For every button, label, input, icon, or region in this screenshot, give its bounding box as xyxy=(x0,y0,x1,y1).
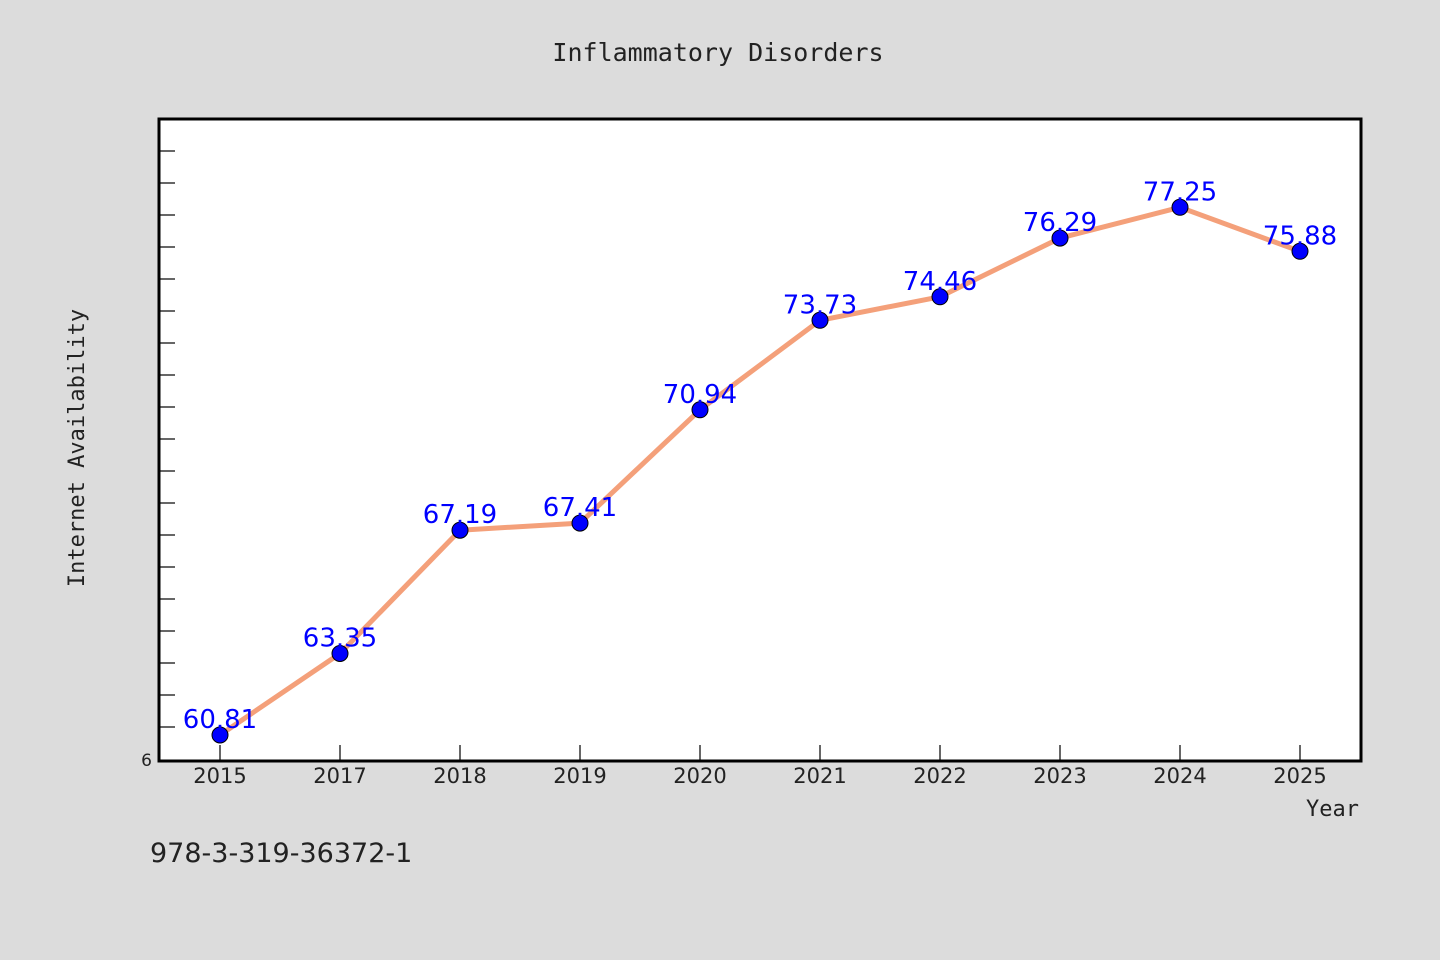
data-point-marker xyxy=(931,288,949,306)
data-point-marker xyxy=(571,514,589,532)
data-label: 77.25 xyxy=(1143,177,1217,207)
y-axis-ticks: 6 xyxy=(141,150,175,771)
x-tick-label: 2022 xyxy=(913,764,966,788)
x-tick-label: 2017 xyxy=(313,764,366,788)
x-tick-label: 2019 xyxy=(553,764,606,788)
data-label: 63.35 xyxy=(303,624,377,654)
series-line xyxy=(217,204,1303,738)
data-label: 67.19 xyxy=(423,500,497,530)
data-label: 74.46 xyxy=(903,267,977,297)
footer-isbn-text: 978-3-319-36372-1 xyxy=(150,838,412,869)
data-point-marker xyxy=(451,521,469,539)
data-label: 76.29 xyxy=(1023,208,1097,238)
y-axis-title: Internet Availability xyxy=(65,309,90,587)
data-label: 75.88 xyxy=(1263,221,1337,251)
series-layer: 60.81 63.35 67.19 67.41 70.94 73.73 74.46 76.29… xyxy=(183,177,1337,744)
data-point-marker xyxy=(211,726,229,744)
data-label: 70.94 xyxy=(663,380,737,410)
data-label: 67.41 xyxy=(543,493,617,523)
x-tick-label: 2023 xyxy=(1033,764,1086,788)
data-point-marker xyxy=(1171,198,1189,216)
x-axis-ticks: 2015 2017 2018 2019 2020 2021 2022 2023 2024 2025 xyxy=(193,745,1327,788)
x-tick-label: 2024 xyxy=(1153,764,1206,788)
plot-area xyxy=(157,117,1363,763)
x-tick-label: 2015 xyxy=(193,764,246,788)
data-point-marker xyxy=(1291,242,1309,260)
x-tick-label: 2020 xyxy=(673,764,726,788)
data-label: 60.81 xyxy=(183,705,257,735)
chart-title: Inflammatory Disorders xyxy=(552,38,883,67)
data-point-marker xyxy=(331,645,349,662)
data-label: 73.73 xyxy=(783,290,857,320)
y-tick-label: 6 xyxy=(141,751,152,771)
data-point-marker xyxy=(1051,229,1069,247)
x-tick-label: 2018 xyxy=(433,764,486,788)
data-point-marker xyxy=(691,401,709,419)
x-tick-label: 2021 xyxy=(793,764,846,788)
data-point-marker xyxy=(811,311,829,329)
x-tick-label: 2025 xyxy=(1273,764,1326,788)
x-axis-title: Year xyxy=(1306,797,1359,822)
